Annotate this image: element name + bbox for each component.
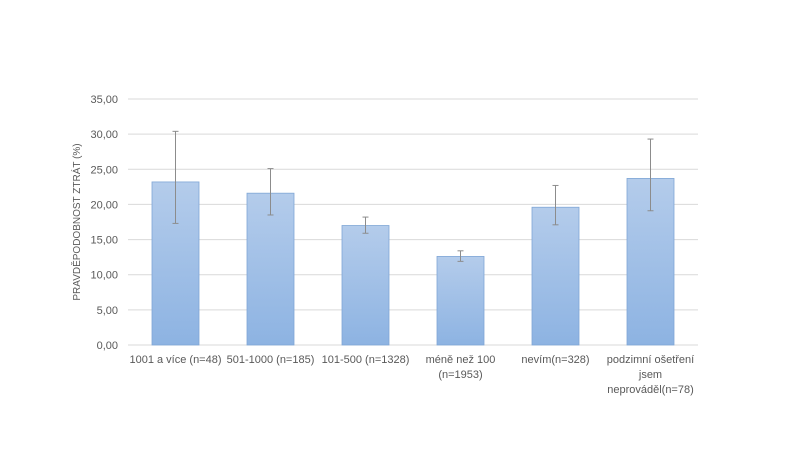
y-tick-label: 20,00 bbox=[90, 199, 118, 211]
bar bbox=[246, 192, 295, 346]
x-category-label: nevím(n=328) bbox=[521, 354, 589, 366]
error-bar bbox=[267, 168, 274, 216]
x-category-label: 1001 a více (n=48) bbox=[129, 354, 221, 366]
bar bbox=[436, 256, 485, 346]
x-category-label: méně než 100 (n=1953) bbox=[426, 354, 496, 381]
y-tick-label: 10,00 bbox=[90, 270, 118, 282]
error-bar bbox=[172, 130, 179, 224]
y-axis-ticks: 0,00 5,00 10,00 15,00 20,00 25,00 30,00 35,00 bbox=[90, 94, 118, 352]
x-axis-categories: 1001 a více (n=48) 501-1000 (n=185) 101-50… bbox=[129, 354, 694, 396]
error-bar bbox=[457, 250, 464, 262]
error-bar bbox=[362, 216, 369, 234]
y-tick-label: 35,00 bbox=[90, 94, 118, 106]
bar bbox=[341, 225, 390, 346]
y-tick-label: 25,00 bbox=[90, 164, 118, 176]
error-bar bbox=[647, 138, 654, 212]
error-bar bbox=[552, 184, 559, 226]
x-category-label: podzimní ošetření jsem neprováděl(n=78) bbox=[607, 354, 694, 396]
y-tick-label: 0,00 bbox=[97, 340, 118, 352]
grid-lines bbox=[128, 98, 698, 346]
x-category-label: 501-1000 (n=185) bbox=[227, 354, 315, 366]
y-tick-label: 5,00 bbox=[97, 305, 118, 317]
y-tick-label: 30,00 bbox=[90, 129, 118, 141]
y-axis-title: PRAVDĚPODOBNOST ZTRÁT (%) bbox=[70, 143, 83, 300]
y-tick-label: 15,00 bbox=[90, 235, 118, 247]
bar bbox=[531, 206, 580, 346]
bars bbox=[151, 178, 675, 346]
error-bars bbox=[172, 130, 654, 262]
x-category-label: 101-500 (n=1328) bbox=[322, 354, 410, 366]
